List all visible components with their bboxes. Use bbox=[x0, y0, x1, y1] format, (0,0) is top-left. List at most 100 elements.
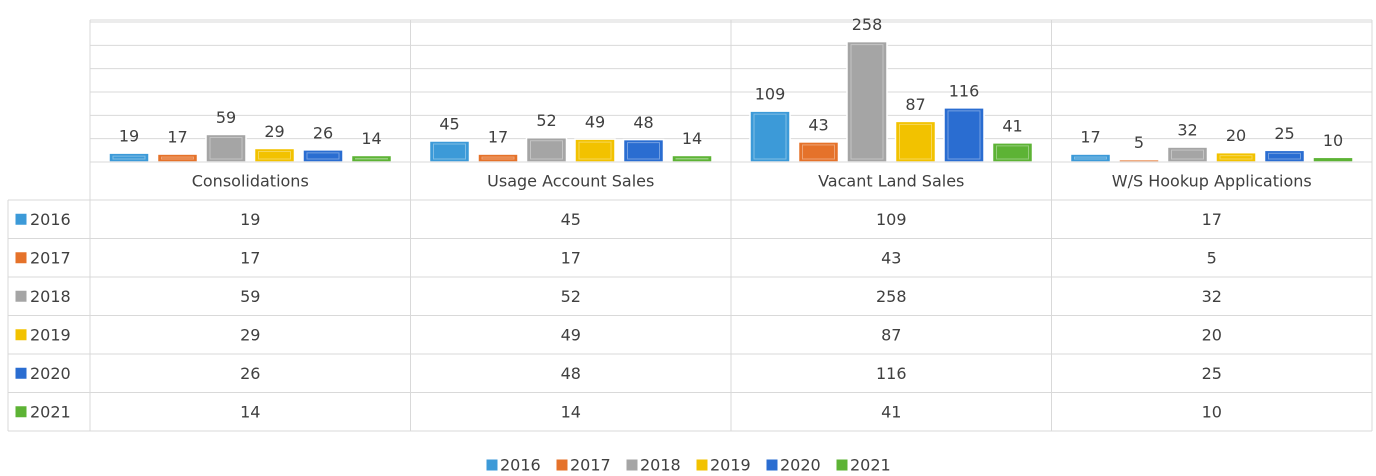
bar bbox=[1069, 153, 1112, 163]
bar bbox=[1166, 146, 1209, 163]
table-cell: 59 bbox=[240, 287, 260, 306]
data-label: 17 bbox=[167, 128, 187, 147]
table-cell: 258 bbox=[876, 287, 907, 306]
row-header: 2019 bbox=[30, 325, 71, 344]
row-header: 2018 bbox=[30, 287, 71, 306]
bar-shine bbox=[753, 113, 787, 160]
bar-shine bbox=[209, 136, 243, 160]
data-label: 14 bbox=[361, 129, 381, 148]
data-label: 5 bbox=[1134, 133, 1144, 152]
bar-shine bbox=[112, 155, 146, 160]
data-label: 29 bbox=[264, 122, 284, 141]
bar bbox=[846, 40, 888, 163]
data-label: 109 bbox=[755, 85, 786, 104]
legend-label: 2018 bbox=[640, 456, 681, 475]
table-cell: 48 bbox=[561, 364, 581, 383]
table-cell: 43 bbox=[881, 248, 901, 267]
table-cell: 29 bbox=[240, 325, 260, 344]
bar-shine bbox=[899, 123, 932, 160]
legend-label: 2019 bbox=[710, 456, 751, 475]
bar-shine bbox=[850, 44, 884, 160]
bar-shine bbox=[481, 156, 515, 160]
data-label: 19 bbox=[119, 127, 139, 146]
table-cell: 14 bbox=[240, 402, 260, 421]
bar bbox=[525, 136, 568, 163]
data-label: 43 bbox=[808, 115, 828, 134]
bar-shine bbox=[947, 110, 981, 160]
bar bbox=[894, 120, 937, 163]
legend-label: 2017 bbox=[570, 456, 611, 475]
row-header: 2020 bbox=[30, 364, 71, 383]
bar bbox=[943, 107, 985, 163]
bar-shine bbox=[1219, 155, 1253, 160]
bar-shine bbox=[306, 152, 340, 160]
legend-label: 2016 bbox=[500, 456, 541, 475]
legend-key bbox=[14, 366, 28, 380]
bar bbox=[749, 110, 791, 163]
x-tick-label: Usage Account Sales bbox=[487, 172, 654, 191]
data-label: 59 bbox=[216, 108, 236, 127]
table-cell: 32 bbox=[1202, 287, 1222, 306]
bar bbox=[302, 149, 344, 163]
data-label: 14 bbox=[682, 129, 702, 148]
legend-key bbox=[14, 251, 28, 265]
bar-shine bbox=[996, 145, 1029, 160]
data-label: 48 bbox=[633, 113, 653, 132]
table-cell: 5 bbox=[1207, 248, 1217, 267]
bar bbox=[1263, 149, 1306, 163]
x-tick-label: Vacant Land Sales bbox=[818, 172, 964, 191]
bar-shine bbox=[1074, 156, 1107, 160]
bar-shine bbox=[578, 141, 612, 160]
table-cell: 25 bbox=[1202, 364, 1222, 383]
legend-label: 2020 bbox=[780, 456, 821, 475]
bar-shine bbox=[1171, 149, 1204, 160]
table-cell: 20 bbox=[1202, 325, 1222, 344]
bar bbox=[253, 147, 296, 163]
data-label: 116 bbox=[949, 81, 980, 100]
data-label: 10 bbox=[1323, 131, 1343, 150]
data-label: 52 bbox=[536, 111, 556, 130]
table-cell: 14 bbox=[561, 402, 581, 421]
table-cell: 49 bbox=[561, 325, 581, 344]
legend-key bbox=[14, 405, 28, 419]
data-label: 25 bbox=[1274, 124, 1294, 143]
data-label: 45 bbox=[439, 115, 459, 134]
table-cell: 87 bbox=[881, 325, 901, 344]
legend-key bbox=[14, 328, 28, 342]
row-header: 2021 bbox=[30, 402, 71, 421]
row-header: 2016 bbox=[30, 210, 71, 229]
bar-shine bbox=[802, 144, 835, 160]
table-cell: 116 bbox=[876, 364, 907, 383]
legend-key bbox=[485, 458, 499, 472]
bar-shine bbox=[1268, 152, 1301, 160]
bar-shine bbox=[258, 150, 291, 160]
data-label: 258 bbox=[852, 15, 883, 34]
row-header: 2017 bbox=[30, 248, 71, 267]
legend-key bbox=[14, 289, 28, 303]
table-cell: 45 bbox=[561, 210, 581, 229]
table-cell: 17 bbox=[240, 248, 260, 267]
legend-key bbox=[14, 212, 28, 226]
bar bbox=[1312, 156, 1354, 163]
x-tick-label: W/S Hookup Applications bbox=[1112, 172, 1312, 191]
bar-shine bbox=[433, 143, 466, 160]
bar bbox=[205, 133, 247, 163]
legend-key bbox=[765, 458, 779, 472]
bar-shine bbox=[355, 157, 388, 160]
data-label: 20 bbox=[1226, 126, 1246, 145]
table-cell: 52 bbox=[561, 287, 581, 306]
bar bbox=[156, 153, 199, 163]
bar bbox=[1215, 151, 1257, 163]
data-label: 26 bbox=[313, 123, 333, 142]
data-label: 17 bbox=[1080, 128, 1100, 147]
table-cell: 26 bbox=[240, 364, 260, 383]
bar-shine bbox=[675, 157, 709, 160]
data-label: 17 bbox=[488, 128, 508, 147]
table-cell: 17 bbox=[1202, 210, 1222, 229]
table-cell: 10 bbox=[1202, 402, 1222, 421]
table-cell: 17 bbox=[561, 248, 581, 267]
table-cell: 109 bbox=[876, 210, 907, 229]
data-label: 41 bbox=[1002, 116, 1022, 135]
data-label: 32 bbox=[1177, 121, 1197, 140]
